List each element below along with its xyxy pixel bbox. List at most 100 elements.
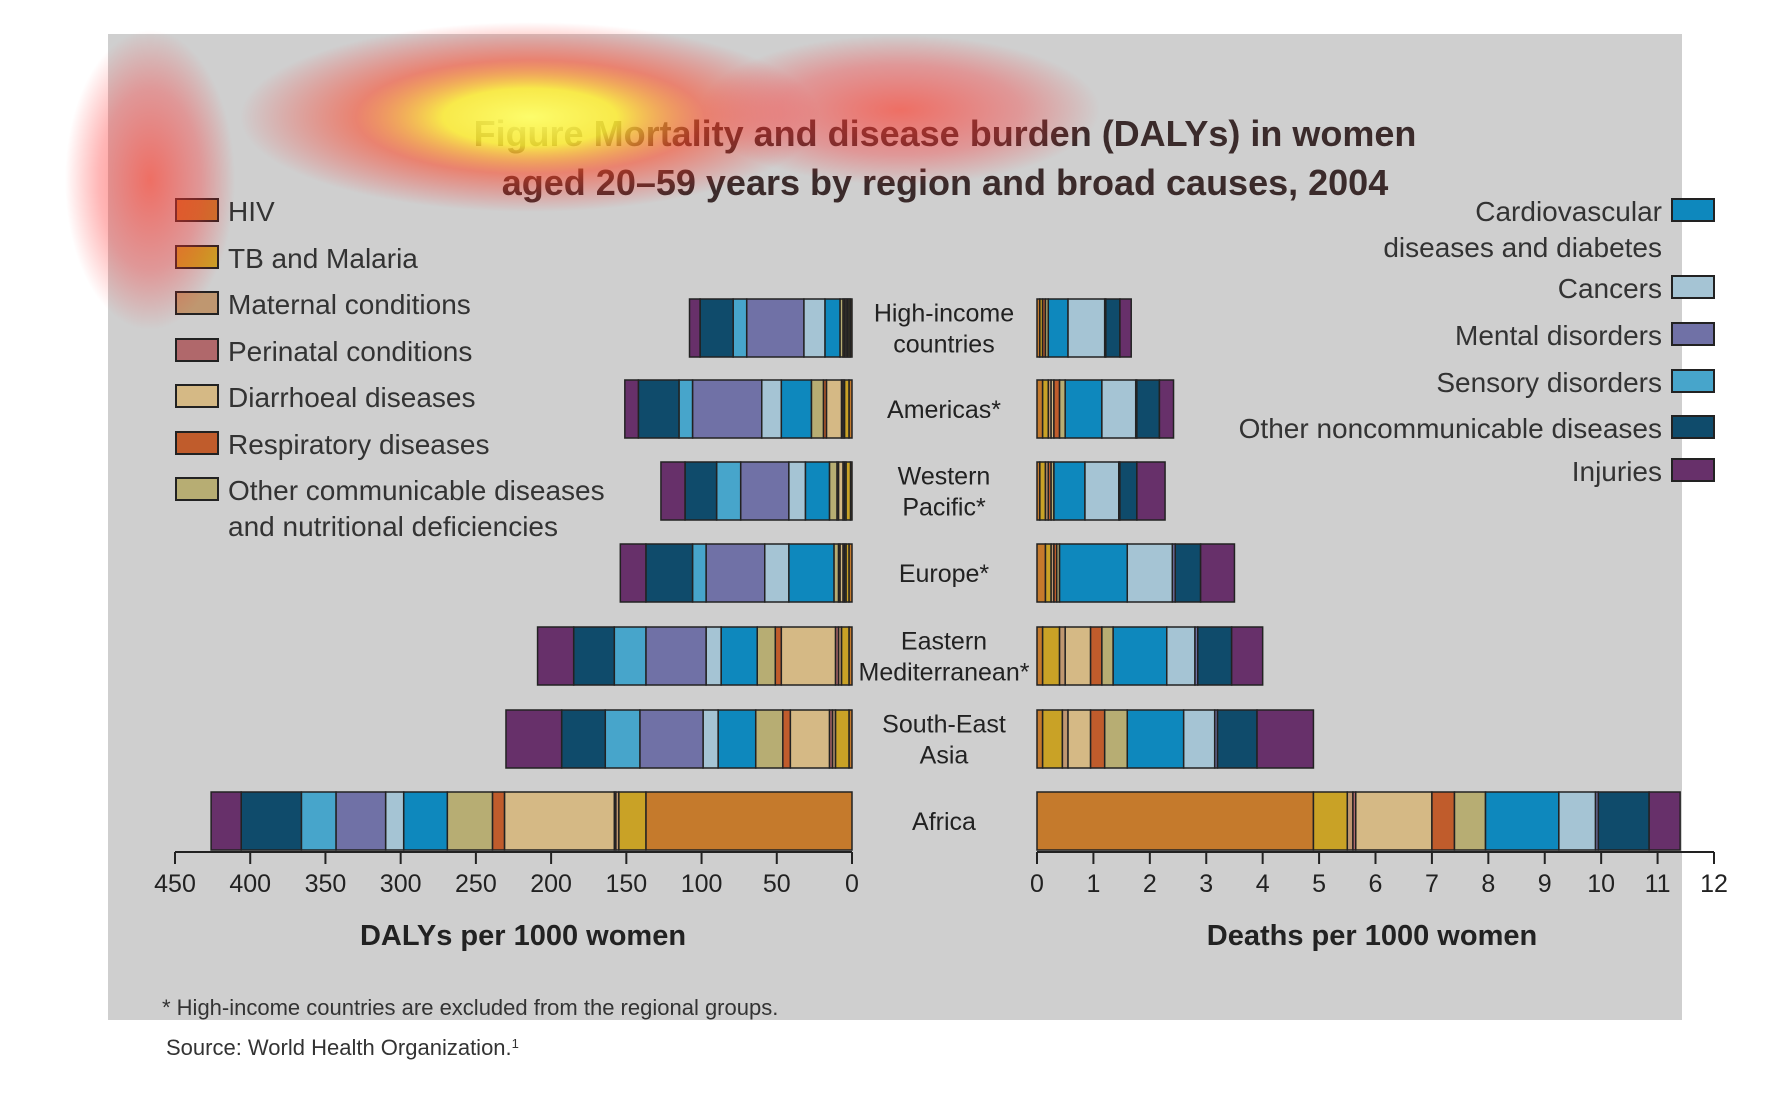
dalys-tick-label-100: 100: [681, 870, 723, 898]
deaths-bar-africa-cardiovascular-diseases-and-diabetes: [1484, 791, 1560, 851]
dalys-tick-label-300: 300: [380, 870, 422, 898]
deaths-bar-south-east-asia-other-noncommunicable-diseases: [1216, 709, 1258, 769]
deaths-bar-south-east-asia-respiratory-diseases: [1089, 709, 1106, 769]
region-label-eastern-mediterranean-line-1: Eastern: [901, 628, 987, 656]
dalys-bar-africa-hiv: [645, 791, 853, 851]
dalys-bar-western-pacific-sensory-disorders: [715, 461, 742, 521]
dalys-bar-south-east-asia-mental-disorders: [639, 709, 704, 769]
dalys-bar-high-income-countries-injuries: [688, 298, 701, 358]
deaths-bar-europe-cancers: [1126, 543, 1174, 603]
legend-label-tb-and-malaria: TB and Malaria: [228, 243, 418, 274]
deaths-bar-eastern-mediterranean-injuries: [1230, 626, 1264, 686]
deaths-axis-title: Deaths per 1000 women: [1207, 920, 1537, 952]
dalys-bar-western-pacific-cardiovascular-diseases-and-diabetes: [804, 461, 831, 521]
source-superscript: 1: [512, 1036, 519, 1051]
region-label-south-east-asia-line-1: South-East: [882, 711, 1006, 739]
dalys-tick-label-350: 350: [305, 870, 347, 898]
deaths-bar-south-east-asia-maternal-conditions: [1061, 709, 1069, 769]
dalys-bar-western-pacific-other-communicable-diseases-and-nutritional-deficiencies: [828, 461, 838, 521]
dalys-bar-africa-other-noncommunicable-diseases: [240, 791, 303, 851]
deaths-bar-south-east-asia-diarrhoeal-diseases: [1067, 709, 1092, 769]
dalys-bar-high-income-countries-cardiovascular-diseases-and-diabetes: [824, 298, 841, 358]
dalys-bar-americas-other-noncommunicable-diseases: [637, 379, 680, 439]
legend-label-other-communicable-diseases: Other communicable diseases: [228, 475, 605, 506]
legend-swatch-cardiovascular: [1671, 198, 1715, 222]
deaths-tick-label-3: 3: [1199, 870, 1213, 898]
dalys-bar-south-east-asia-other-communicable-diseases-and-nutritional-deficiencies: [754, 709, 784, 769]
legend-label-other-noncommunicable-diseases: Other noncommunicable diseases: [1239, 413, 1662, 444]
dalys-bar-eastern-mediterranean-respiratory-diseases: [774, 626, 783, 686]
dalys-bar-americas-other-communicable-diseases-and-nutritional-deficiencies: [810, 379, 825, 439]
deaths-tick-label-7: 7: [1425, 870, 1439, 898]
deaths-bar-americas-other-communicable-diseases-and-nutritional-deficiencies: [1058, 379, 1066, 439]
dalys-bar-western-pacific-other-noncommunicable-diseases: [684, 461, 718, 521]
deaths-tick-label-1: 1: [1086, 870, 1100, 898]
dalys-tick-label-50: 50: [763, 870, 791, 898]
deaths-bar-americas-injuries: [1158, 379, 1175, 439]
legend-swatch-other-communicable-diseases: [175, 477, 219, 501]
deaths-bar-western-pacific-injuries: [1136, 461, 1166, 521]
deaths-bar-high-income-countries-cardiovascular-diseases-and-diabetes: [1047, 298, 1069, 358]
dalys-tick-label-450: 450: [154, 870, 196, 898]
deaths-tick-label-10: 10: [1587, 870, 1615, 898]
dalys-bar-africa-mental-disorders: [335, 791, 387, 851]
dalys-bar-europe-other-noncommunicable-diseases: [645, 543, 694, 603]
dalys-bar-eastern-mediterranean-diarrhoeal-diseases: [780, 626, 837, 686]
legend-swatch-respiratory-diseases: [175, 431, 219, 455]
region-label-americas: Americas*: [887, 396, 1001, 424]
deaths-bar-south-east-asia-cardiovascular-diseases-and-diabetes: [1126, 709, 1185, 769]
deaths-bar-eastern-mediterranean-diarrhoeal-diseases: [1064, 626, 1092, 686]
legend-label-cardiovascular-line-2: diseases and diabetes: [1383, 232, 1662, 263]
source-note: Source: World Health Organization.1: [166, 1035, 519, 1060]
legend-swatch-mental-disorders: [1671, 322, 1715, 346]
deaths-tick-label-4: 4: [1256, 870, 1270, 898]
deaths-bar-south-east-asia-cancers: [1182, 709, 1216, 769]
dalys-bar-europe-sensory-disorders: [691, 543, 707, 603]
dalys-bar-africa-other-communicable-diseases-and-nutritional-deficiencies: [446, 791, 494, 851]
deaths-bar-western-pacific-cardiovascular-diseases-and-diabetes: [1053, 461, 1086, 521]
legend-swatch-tb-and-malaria: [175, 245, 219, 269]
dalys-bar-eastern-mediterranean-other-communicable-diseases-and-nutritional-deficiencies: [756, 626, 777, 686]
dalys-bar-europe-injuries: [619, 543, 647, 603]
deaths-tick-label-6: 6: [1369, 870, 1383, 898]
dalys-bar-eastern-mediterranean-other-noncommunicable-diseases: [572, 626, 616, 686]
legend-swatch-injuries: [1671, 458, 1715, 482]
source-text: Source: World Health Organization.: [166, 1035, 512, 1060]
region-label-africa: Africa: [912, 808, 976, 836]
deaths-bar-americas-hiv: [1036, 379, 1044, 439]
region-label-europe: Europe*: [899, 560, 990, 588]
deaths-bar-africa-diarrhoeal-diseases: [1355, 791, 1433, 851]
legend-label-perinatal-conditions: Perinatal conditions: [228, 336, 472, 367]
region-labels: High-income countries Americas* Western Paci…: [859, 300, 1030, 837]
deaths-bar-africa-hiv: [1036, 791, 1315, 851]
dalys-bars: [210, 298, 853, 851]
deaths-bar-europe-tb-and-malaria: [1044, 543, 1052, 603]
dalys-bar-africa-tb-and-malaria: [618, 791, 647, 851]
dalys-bar-africa-respiratory-diseases: [491, 791, 506, 851]
dalys-bar-americas-sensory-disorders: [678, 379, 694, 439]
deaths-bar-eastern-mediterranean-cancers: [1166, 626, 1196, 686]
region-label-western-pacific-line-1: Western: [898, 463, 991, 491]
dalys-tick-label-250: 250: [455, 870, 497, 898]
deaths-bar-americas-respiratory-diseases: [1053, 379, 1061, 439]
legend-label-other-communicable-diseases-line-2: and nutritional deficiencies: [228, 511, 558, 542]
deaths-bar-africa-other-communicable-diseases-and-nutritional-deficiencies: [1453, 791, 1487, 851]
region-label-high-income-countries-line-2: countries: [893, 331, 994, 359]
dalys-bar-eastern-mediterranean-sensory-disorders: [613, 626, 647, 686]
deaths-bar-south-east-asia-other-communicable-diseases-and-nutritional-deficiencies: [1103, 709, 1129, 769]
legend-label-cancers: Cancers: [1558, 273, 1662, 304]
deaths-bar-eastern-mediterranean-hiv: [1036, 626, 1044, 686]
deaths-bar-eastern-mediterranean-maternal-conditions: [1058, 626, 1066, 686]
legend-swatch-maternal-conditions: [175, 291, 219, 315]
dalys-bar-americas-cardiovascular-diseases-and-diabetes: [780, 379, 813, 439]
deaths-bar-eastern-mediterranean-respiratory-diseases: [1089, 626, 1103, 686]
deaths-tick-label-9: 9: [1538, 870, 1552, 898]
dalys-tick-label-200: 200: [530, 870, 572, 898]
dalys-bar-western-pacific-injuries: [660, 461, 686, 521]
deaths-tick-label-8: 8: [1481, 870, 1495, 898]
deaths-tick-label-5: 5: [1312, 870, 1326, 898]
legend-label-maternal-conditions: Maternal conditions: [228, 289, 471, 320]
deaths-bar-western-pacific-cancers: [1084, 461, 1120, 521]
deaths-bar-south-east-asia-injuries: [1256, 709, 1315, 769]
